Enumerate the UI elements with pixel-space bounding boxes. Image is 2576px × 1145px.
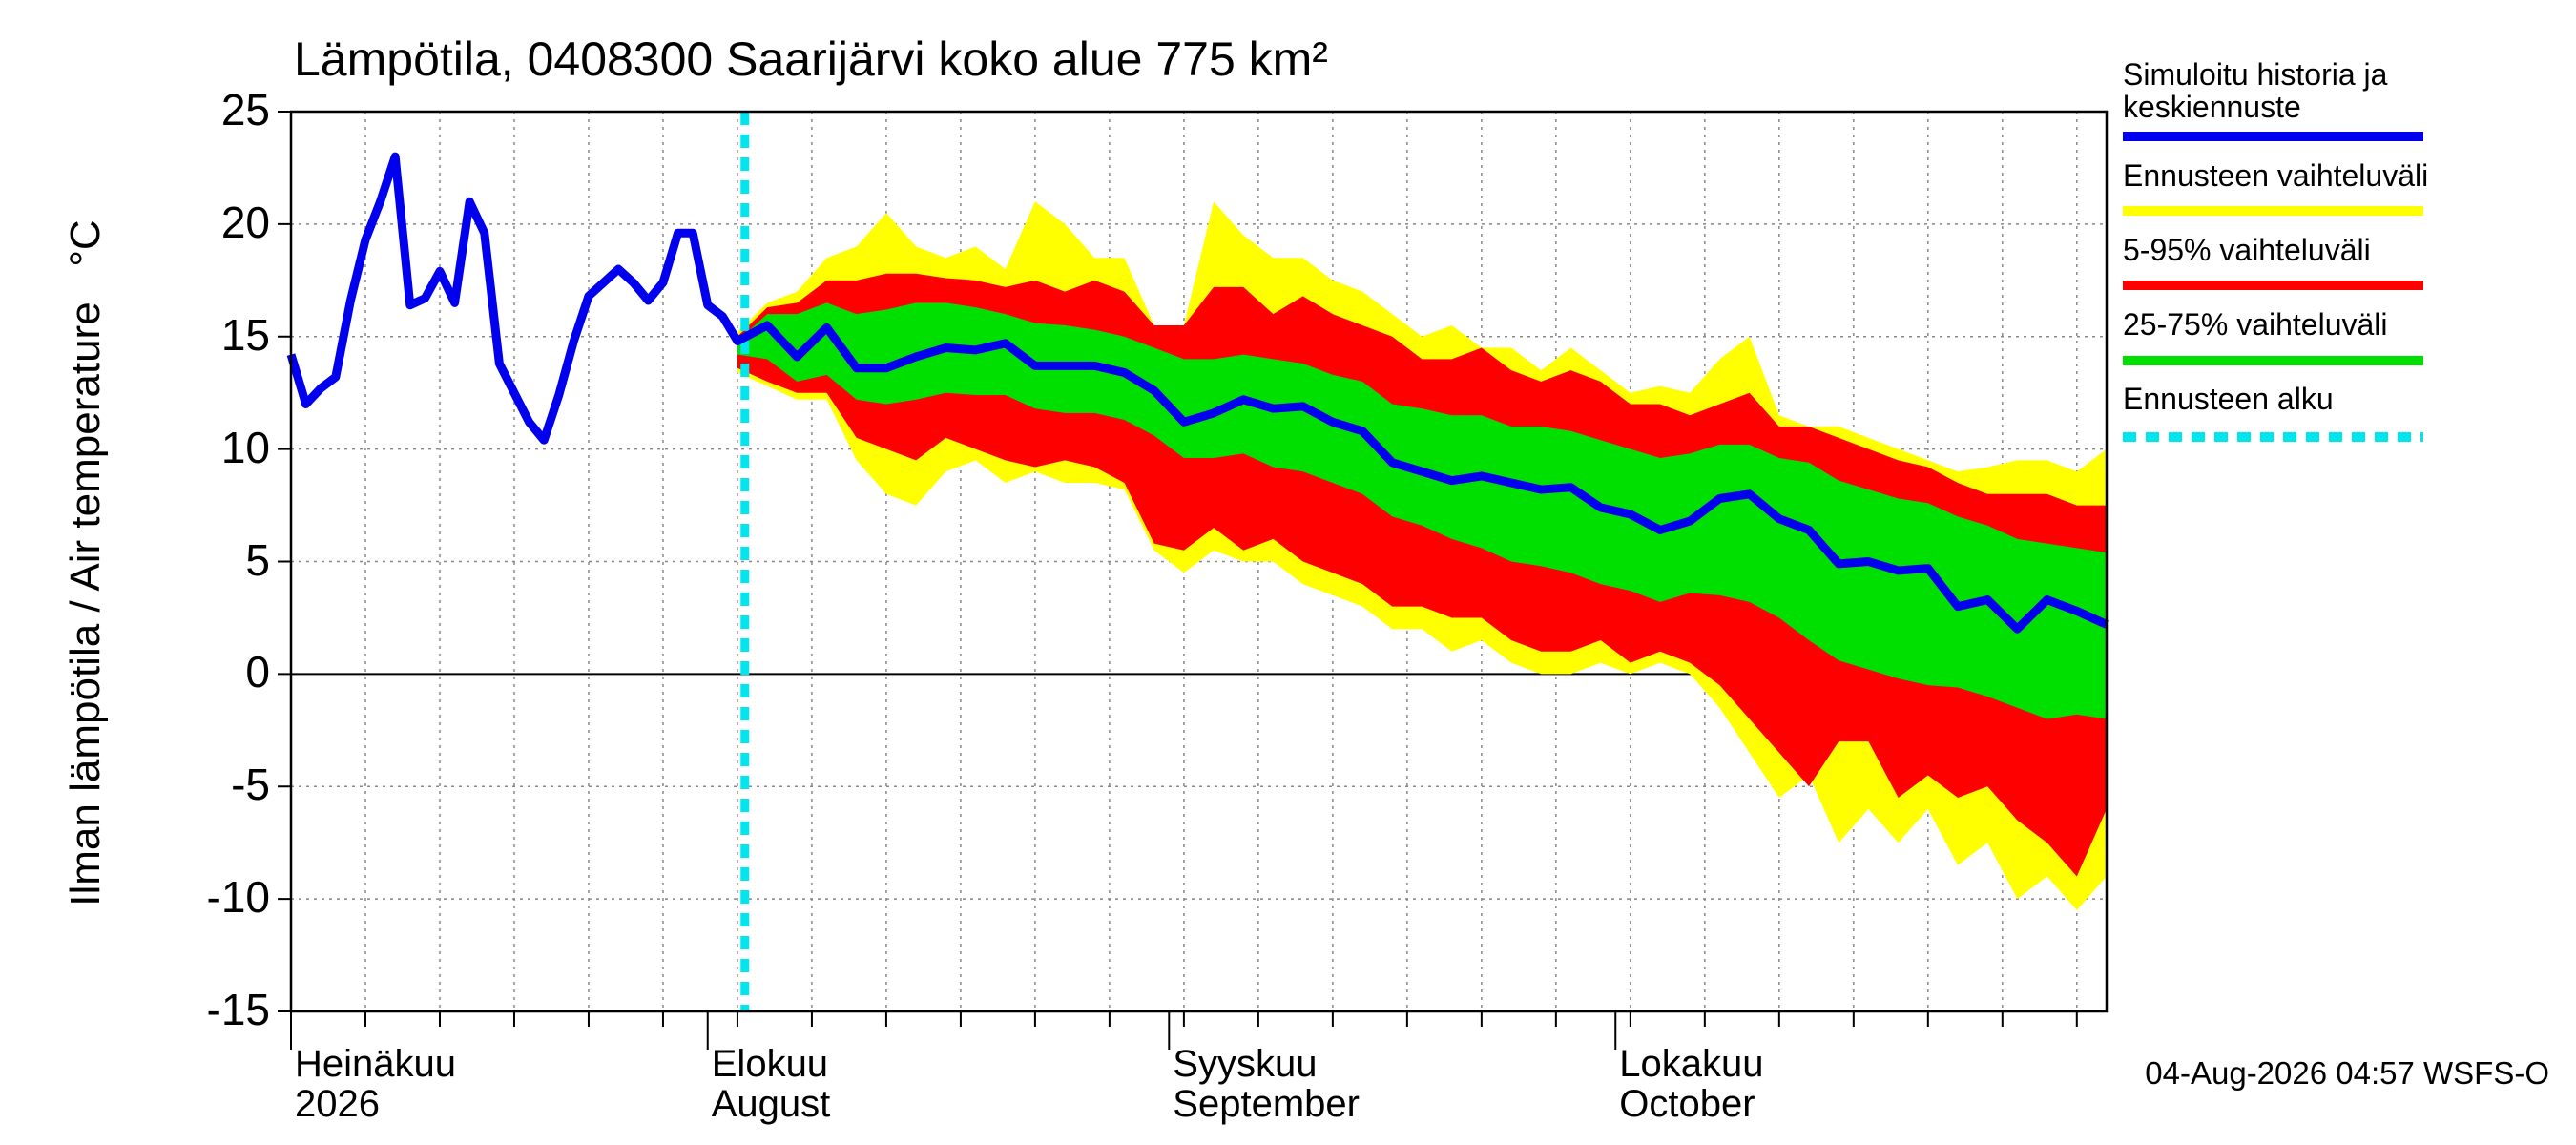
band-area [737,302,2107,719]
x-tick-label: Heinäkuu 2026 [295,1043,457,1125]
y-axis-label: Ilman lämpötila / Air temperature °C [61,219,109,906]
y-tick-label: -15 [206,985,270,1034]
y-tick-label: 5 [245,534,270,585]
series-line [286,152,2109,634]
legend-label: 25-75% vaihteluväli [2123,307,2388,342]
band-area [737,273,2107,877]
y-tick-label: -10 [206,872,270,923]
legend-label: 5-95% vaihteluväli [2123,233,2371,267]
legend-label: Simuloitu historia ja keskiennuste [2123,57,2388,124]
legend-label: Ennusteen alku [2123,382,2334,416]
x-tick-label: Lokakuu October [1619,1043,1764,1125]
chart-title: Lämpötila, 0408300 Saarijärvi koko alue … [294,32,1328,86]
y-tick-label: -5 [231,760,270,810]
footer: 04-Aug-2026 04:57 WSFS-O [2145,1055,2549,1091]
y-tick-label: 0 [245,647,270,697]
x-tick-label: Elokuu August [711,1043,831,1125]
legend-label: Ennusteen vaihteluväli [2123,158,2429,193]
x-tick-label: Syyskuu September [1173,1043,1360,1125]
y-tick-label: 10 [220,422,270,472]
plot-frame [289,110,2109,1013]
y-tick-label: 15 [220,309,270,360]
y-tick-label: 20 [220,197,270,247]
y-tick-label: 25 [220,85,270,135]
